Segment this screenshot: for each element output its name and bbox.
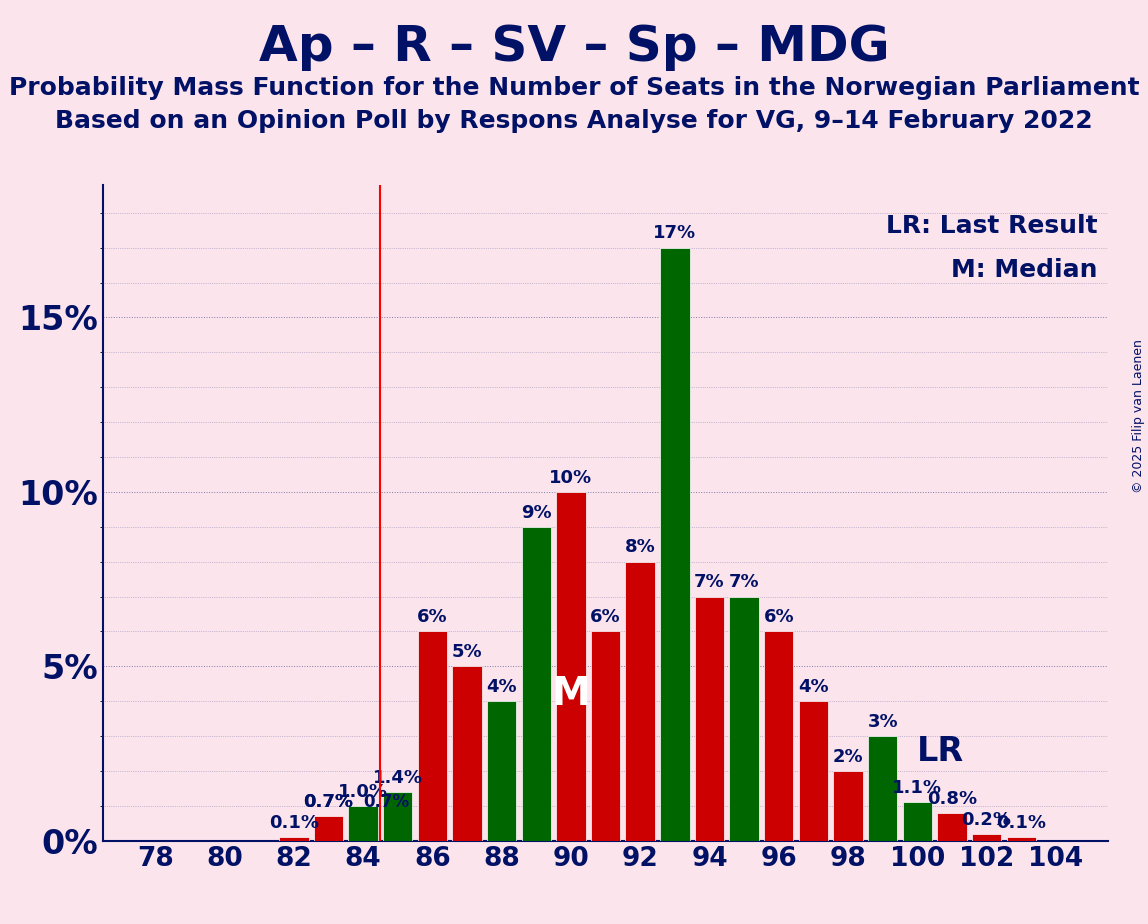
Text: © 2025 Filip van Laenen: © 2025 Filip van Laenen	[1132, 339, 1146, 492]
Bar	[729, 597, 759, 841]
Text: 0.7%: 0.7%	[363, 793, 409, 811]
Text: 9%: 9%	[521, 504, 551, 521]
Text: 0.7%: 0.7%	[303, 793, 354, 811]
Bar	[279, 837, 309, 841]
Text: LR: Last Result: LR: Last Result	[886, 214, 1097, 238]
Bar	[348, 817, 378, 841]
Bar	[452, 666, 482, 841]
Bar	[383, 792, 412, 841]
Text: 4%: 4%	[487, 678, 517, 696]
Bar	[695, 597, 724, 841]
Text: 0.8%: 0.8%	[926, 790, 977, 808]
Bar	[313, 817, 343, 841]
Text: 6%: 6%	[763, 608, 794, 626]
Text: M: M	[551, 675, 590, 713]
Bar	[972, 833, 1001, 841]
Bar	[418, 631, 447, 841]
Bar	[626, 562, 654, 841]
Text: 6%: 6%	[590, 608, 621, 626]
Text: 3%: 3%	[868, 713, 898, 731]
Text: 0.1%: 0.1%	[269, 814, 319, 833]
Bar	[660, 248, 690, 841]
Text: 0.7%: 0.7%	[303, 793, 354, 811]
Bar	[799, 701, 828, 841]
Text: 1.0%: 1.0%	[339, 783, 388, 801]
Bar	[868, 736, 898, 841]
Text: 1.1%: 1.1%	[892, 779, 943, 797]
Text: 4%: 4%	[798, 678, 829, 696]
Text: Ap – R – SV – Sp – MDG: Ap – R – SV – Sp – MDG	[258, 23, 890, 71]
Bar	[557, 492, 585, 841]
Bar	[1007, 837, 1035, 841]
Bar	[902, 802, 932, 841]
Text: 17%: 17%	[653, 225, 697, 242]
Text: LR: LR	[917, 736, 964, 769]
Text: 1.4%: 1.4%	[373, 769, 422, 786]
Text: M: Median: M: Median	[952, 259, 1097, 282]
Text: 8%: 8%	[625, 539, 656, 556]
Bar	[833, 771, 863, 841]
Text: 0.2%: 0.2%	[962, 810, 1011, 829]
Text: 0.1%: 0.1%	[996, 814, 1046, 833]
Text: 2%: 2%	[832, 748, 863, 766]
Bar	[591, 631, 620, 841]
Bar	[765, 631, 793, 841]
Text: 7%: 7%	[695, 573, 724, 591]
Bar	[937, 813, 967, 841]
Text: 10%: 10%	[550, 468, 592, 487]
Bar	[348, 817, 378, 841]
Text: 7%: 7%	[729, 573, 760, 591]
Text: 6%: 6%	[417, 608, 448, 626]
Text: Based on an Opinion Poll by Respons Analyse for VG, 9–14 February 2022: Based on an Opinion Poll by Respons Anal…	[55, 109, 1093, 133]
Bar	[487, 701, 517, 841]
Text: 5%: 5%	[451, 643, 482, 662]
Bar	[348, 806, 378, 841]
Text: Probability Mass Function for the Number of Seats in the Norwegian Parliament: Probability Mass Function for the Number…	[9, 76, 1139, 100]
Bar	[521, 527, 551, 841]
